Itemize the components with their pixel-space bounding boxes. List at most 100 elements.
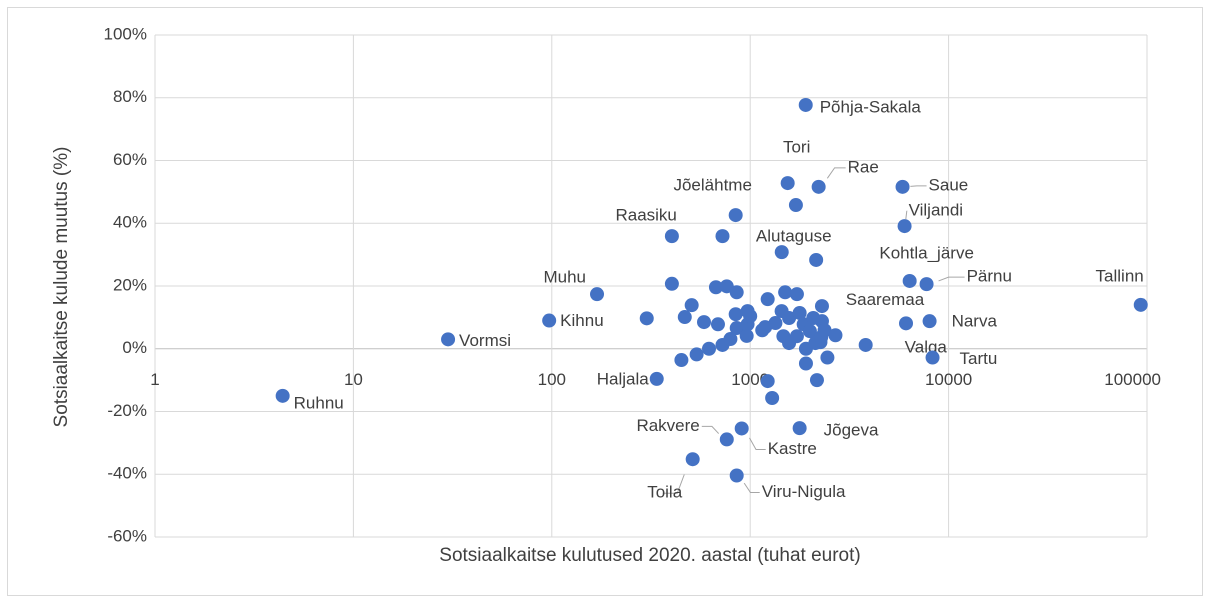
point-label: Kastre (768, 439, 817, 458)
leader-line (938, 276, 965, 282)
leader-line (743, 482, 760, 494)
point (674, 353, 689, 368)
point (919, 277, 934, 292)
point (542, 313, 557, 328)
point (639, 311, 654, 326)
chart-border (7, 7, 1203, 596)
point-label: Viru-Nigula (762, 482, 846, 501)
point-label: Jõgeva (824, 421, 879, 440)
point (792, 421, 807, 436)
point (719, 432, 734, 447)
point (789, 287, 804, 302)
point (814, 299, 829, 314)
point (828, 328, 843, 343)
leader-line (749, 437, 766, 450)
point-label: Toila (647, 483, 683, 502)
x-axis-title: Sotsiaalkaitse kulutused 2020. aastal (t… (439, 545, 860, 566)
point-label: Raasiku (615, 206, 676, 225)
leader-line (662, 474, 685, 494)
point (788, 198, 803, 213)
x-tick-label: 100 (538, 370, 566, 389)
leader-line (910, 185, 927, 187)
point-label: Tartu (960, 349, 998, 368)
point (739, 328, 754, 343)
point (792, 305, 807, 320)
point-label: Saaremaa (846, 290, 925, 309)
point (760, 374, 775, 389)
point (710, 317, 725, 332)
point (729, 321, 744, 336)
point (715, 229, 730, 244)
x-tick-label: 1 (150, 370, 159, 389)
point (780, 176, 795, 191)
point (590, 287, 605, 302)
point-label: Muhu (543, 268, 586, 287)
point (649, 371, 664, 386)
point (728, 208, 743, 223)
point (768, 316, 783, 331)
y-tick-label: 0% (122, 338, 147, 357)
point-label: Vormsi (459, 331, 511, 350)
leader-line (701, 425, 720, 434)
point-label: Kohtla_järve (879, 243, 974, 262)
point-label: Pärnu (967, 267, 1012, 286)
point (1133, 297, 1148, 312)
point-label: Haljala (597, 369, 650, 388)
point (729, 285, 744, 300)
x-tick-label: 10 (344, 370, 363, 389)
point (702, 341, 717, 356)
point-label: Viljandi (909, 201, 964, 220)
point-label: Alutaguse (756, 227, 832, 246)
point (664, 276, 679, 291)
x-tick-label: 1000 (731, 370, 769, 389)
point-label: Rakvere (636, 416, 699, 435)
point (729, 468, 744, 483)
point (664, 229, 679, 244)
y-axis-title: Sotsiaalkaitse kulude muutus (%) (51, 147, 72, 428)
point (760, 292, 775, 307)
point (922, 314, 937, 329)
point-label: Ruhnu (294, 393, 344, 412)
point (684, 298, 699, 313)
leader-line (826, 167, 846, 179)
point (708, 280, 723, 295)
point (275, 388, 290, 403)
point (798, 97, 813, 112)
y-tick-label: 100% (104, 24, 147, 43)
point (925, 350, 940, 365)
point-label: Narva (952, 312, 998, 331)
point (765, 391, 780, 406)
leader-line (905, 210, 908, 220)
y-tick-label: 40% (113, 213, 147, 232)
point-label: Jõelähtme (673, 176, 751, 195)
point (689, 347, 704, 362)
point (728, 307, 743, 322)
y-tick-label: -40% (107, 464, 147, 483)
point (809, 373, 824, 388)
point-label: Kihnu (560, 311, 603, 330)
y-tick-label: -20% (107, 401, 147, 420)
point (685, 452, 700, 467)
x-tick-label: 100000 (1104, 370, 1161, 389)
point (782, 311, 797, 326)
point (734, 421, 749, 436)
point (858, 337, 873, 352)
point-label: Põhja-Sakala (820, 97, 922, 116)
point (802, 324, 817, 339)
point-label: Valga (905, 337, 948, 356)
y-tick-label: 60% (113, 150, 147, 169)
point-label: Tori (783, 138, 810, 157)
point (811, 179, 826, 194)
point (820, 350, 835, 365)
point (778, 285, 793, 300)
point (677, 310, 692, 325)
point (697, 315, 712, 330)
point (809, 252, 824, 267)
point-label: Saue (929, 175, 969, 194)
point (895, 179, 910, 194)
point (441, 332, 456, 347)
y-tick-label: -60% (107, 526, 147, 545)
point (798, 356, 813, 371)
point (899, 316, 914, 331)
